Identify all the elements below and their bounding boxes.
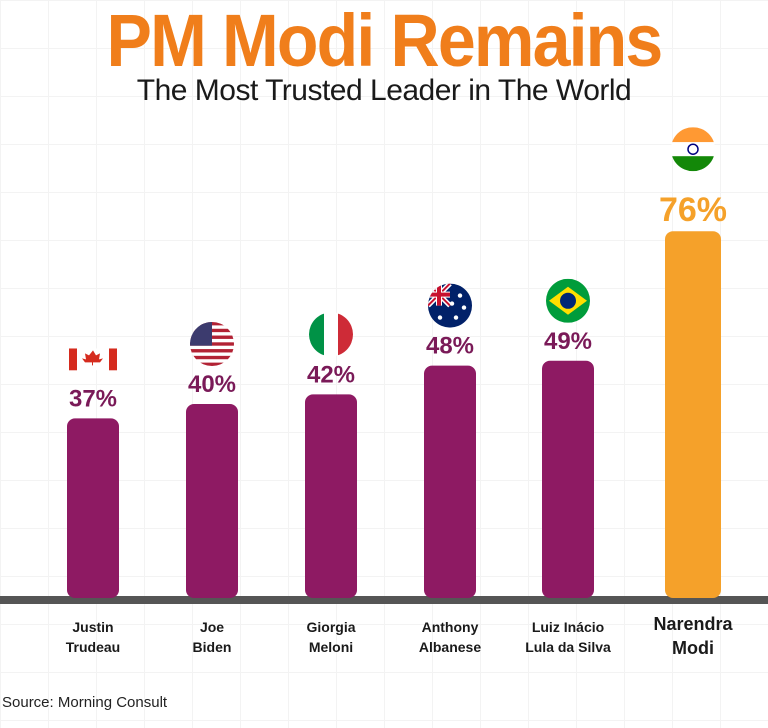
bar-giorgia-meloni [305,394,357,598]
value-label: 49% [544,328,592,355]
australia-flag-icon [428,283,472,328]
italy-flag-icon [309,312,353,357]
category-label: Justin [72,619,113,635]
india-flag-icon [671,127,715,172]
category-label: Biden [193,639,232,655]
bar-justin-trudeau [67,418,119,598]
category-label: Anthony [422,619,479,635]
source-note: Source: Morning Consult [2,694,168,711]
chart-baseline [0,596,768,604]
canada-flag-icon [69,348,117,371]
bar-anthony-albanese [424,365,476,598]
value-label: 76% [659,191,727,229]
category-label: Narendra [653,614,733,634]
bar-narendra-modi [665,231,721,598]
usa-flag-icon [190,322,234,366]
category-label: Meloni [309,639,353,655]
category-label: Albanese [419,639,481,655]
chart-title: PM Modi Remains [106,0,664,82]
value-label: 42% [307,361,355,388]
category-label: Modi [672,638,714,658]
bar-luiz-in-cio-lula-da-silva [542,360,594,598]
brazil-flag-icon [546,278,590,323]
value-label: 37% [69,385,117,412]
chart-subtitle: The Most Trusted Leader in The World [136,74,632,107]
value-label: 48% [426,333,474,360]
category-label: Joe [200,619,224,635]
bar-joe-biden [186,404,238,598]
category-label: Lula da Silva [525,639,611,655]
value-label: 40% [188,371,236,398]
category-label: Trudeau [66,639,120,655]
category-label: Giorgia [306,619,355,635]
category-label: Luiz Inácio [532,619,604,635]
